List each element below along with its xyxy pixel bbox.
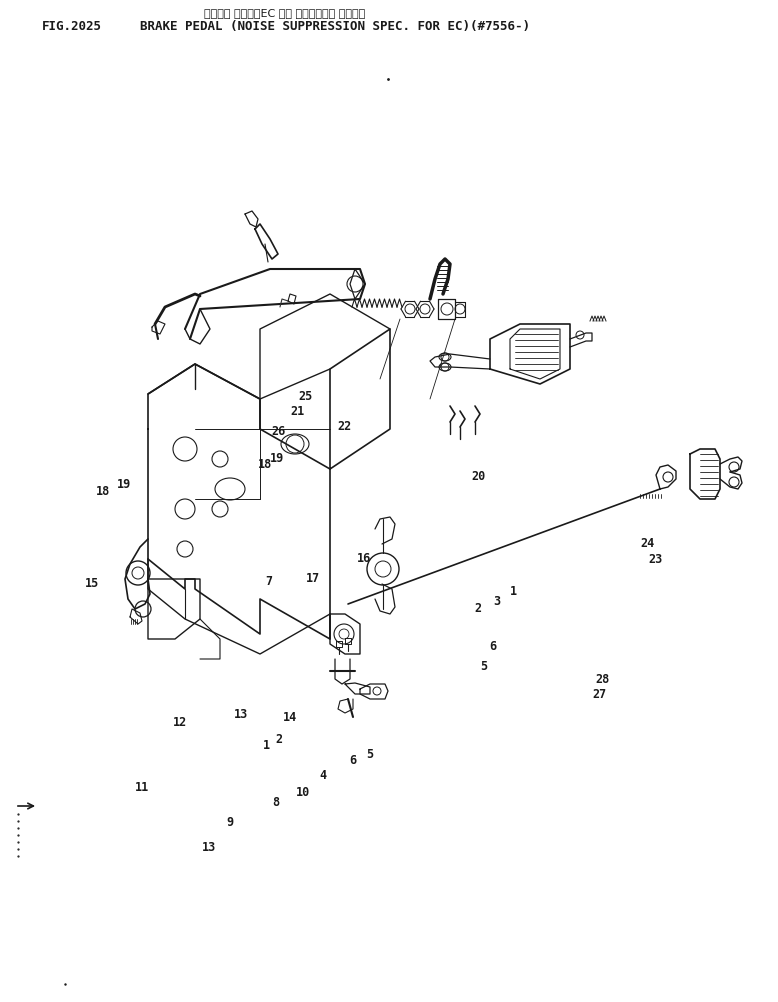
Text: 1: 1 [510, 585, 517, 597]
Text: BRAKE PEDAL (NOISE SUPPRESSION SPEC. FOR EC)(#7556-): BRAKE PEDAL (NOISE SUPPRESSION SPEC. FOR… [140, 20, 530, 33]
Text: 18: 18 [96, 485, 110, 497]
Text: 6: 6 [349, 754, 356, 766]
Text: 18: 18 [258, 458, 272, 470]
Text: 10: 10 [296, 786, 310, 798]
Text: 16: 16 [357, 552, 371, 564]
Text: 15: 15 [85, 577, 99, 589]
Text: 19: 19 [117, 478, 131, 490]
Text: 28: 28 [596, 672, 610, 684]
Text: 8: 8 [272, 796, 280, 808]
Text: 19: 19 [270, 452, 284, 464]
Text: 2: 2 [275, 732, 282, 744]
Text: 12: 12 [173, 715, 187, 727]
Text: 6: 6 [489, 640, 496, 652]
Text: 5: 5 [366, 747, 373, 760]
Text: 25: 25 [299, 390, 313, 402]
Text: 1: 1 [262, 738, 270, 750]
Text: 20: 20 [471, 470, 485, 482]
Text: 11: 11 [135, 781, 149, 793]
Text: 9: 9 [226, 816, 233, 828]
Text: 23: 23 [649, 553, 663, 565]
Text: 22: 22 [338, 420, 352, 432]
Text: 26: 26 [272, 425, 286, 437]
Text: 5: 5 [480, 660, 488, 672]
Text: 4: 4 [319, 769, 327, 781]
Text: 3: 3 [492, 595, 500, 607]
Text: 24: 24 [640, 537, 654, 549]
Text: 13: 13 [202, 841, 216, 853]
Text: 21: 21 [291, 405, 305, 417]
Text: 2: 2 [474, 602, 482, 614]
Text: 13: 13 [234, 707, 248, 719]
Text: 7: 7 [265, 575, 272, 587]
Text: 27: 27 [592, 687, 606, 699]
Text: 17: 17 [306, 572, 320, 584]
Text: ブレーキ ペダル（EC ムコ テイソウオン ショウ）: ブレーキ ペダル（EC ムコ テイソウオン ショウ） [204, 8, 365, 18]
Text: 14: 14 [283, 710, 297, 722]
Text: FIG.2025: FIG.2025 [42, 20, 102, 33]
